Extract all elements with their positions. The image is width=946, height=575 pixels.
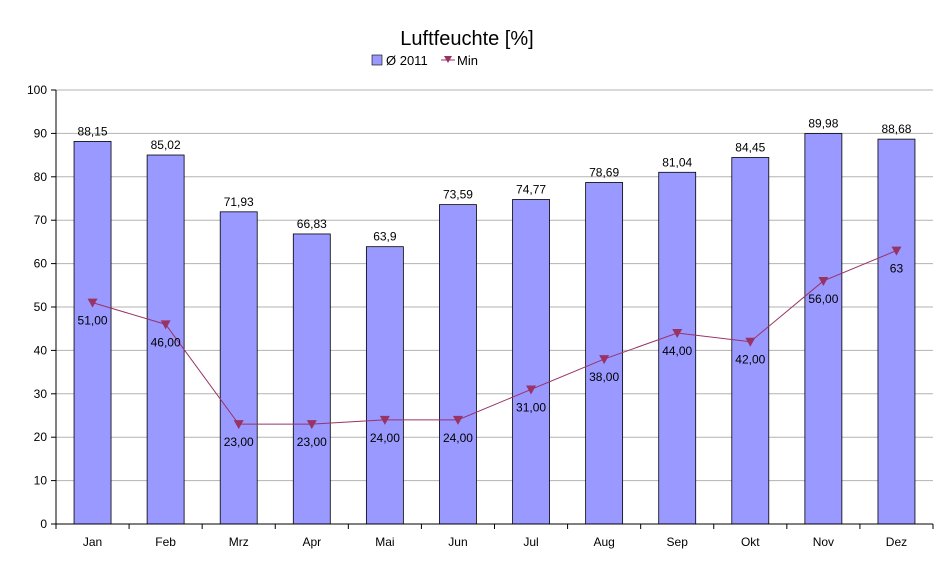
min-data-label: 46,00	[151, 335, 181, 349]
min-data-label: 38,00	[589, 370, 619, 384]
x-tick-label: Dez	[886, 535, 907, 549]
y-tick-label: 40	[34, 343, 48, 357]
bar-data-label: 63,9	[373, 230, 397, 244]
bar	[365, 246, 404, 525]
bar-data-label: 85,02	[151, 138, 181, 152]
chart-title: Luftfeuchte [%]	[400, 28, 533, 50]
min-data-label: 23,00	[297, 435, 327, 449]
min-data-label: 56,00	[808, 292, 838, 306]
min-point	[745, 337, 756, 347]
bar	[658, 171, 697, 525]
legend-label-bars: Ø 2011	[386, 53, 428, 68]
bar-data-label: 88,68	[881, 122, 911, 136]
min-point	[233, 420, 244, 430]
bar-data-label: 89,98	[808, 116, 838, 130]
bar-data-label: 78,69	[589, 165, 619, 179]
x-tick-label: Nov	[813, 535, 834, 549]
legend: Ø 2011 Min	[371, 53, 478, 68]
x-tick-label: Mai	[375, 535, 394, 549]
min-point	[87, 298, 98, 308]
bar	[439, 204, 477, 525]
bar-data-label: 73,59	[443, 188, 473, 202]
x-tick-label: Jun	[448, 535, 467, 549]
bar	[219, 211, 258, 525]
x-tick-label: Jan	[83, 535, 102, 549]
min-point	[306, 420, 317, 430]
x-tick-label: Apr	[302, 535, 321, 549]
min-point	[526, 385, 537, 395]
x-tick-label: Okt	[741, 535, 760, 549]
min-data-label: 44,00	[662, 344, 692, 358]
y-tick-label: 20	[34, 430, 48, 444]
y-tick-label: 70	[34, 213, 48, 227]
legend-label-min: Min	[457, 53, 478, 68]
y-tick-label: 100	[27, 83, 47, 97]
bar-series	[73, 133, 916, 525]
min-point	[891, 246, 902, 256]
data-labels: 88,15 85,02 71,93 66,83 63,9 73,59 74,77 78,69 8…	[78, 116, 912, 449]
min-series	[87, 246, 902, 430]
bar-data-label: 74,77	[516, 182, 546, 196]
min-line	[92, 250, 897, 425]
y-tick-label: 90	[34, 126, 48, 140]
bar-data-label: 71,93	[224, 195, 254, 209]
x-tick-label: Aug	[593, 535, 614, 549]
x-tick-label: Sep	[667, 535, 689, 549]
min-data-label: 51,00	[78, 314, 108, 328]
y-tick-label: 30	[34, 387, 48, 401]
min-point	[599, 355, 610, 365]
bar	[877, 138, 916, 525]
min-point	[452, 415, 463, 425]
bar	[73, 141, 112, 525]
bar	[292, 233, 331, 525]
y-tick-label: 80	[34, 170, 48, 184]
y-tick-label: 50	[34, 300, 48, 314]
bar-data-label: 66,83	[297, 217, 327, 231]
axes: 0 10 20 30 40 50 60 70 80 90 100 Jan Feb Mrz Apr Mai Jun…	[27, 83, 934, 549]
y-tick-label: 60	[34, 257, 48, 271]
bar-data-label: 84,45	[735, 140, 765, 154]
x-tick-label: Mrz	[229, 535, 249, 549]
min-data-label: 24,00	[443, 431, 473, 445]
bar	[146, 154, 185, 525]
y-tick-label: 0	[40, 517, 47, 531]
y-tick-label: 10	[34, 474, 48, 488]
bar-data-label: 88,15	[78, 124, 108, 138]
min-data-label: 63	[890, 262, 904, 276]
bar	[804, 133, 843, 525]
bar-data-label: 81,04	[662, 155, 692, 169]
min-point	[160, 320, 171, 330]
min-point	[672, 329, 683, 339]
x-tick-label: Jul	[523, 535, 538, 549]
gridlines	[56, 89, 933, 482]
bar	[585, 182, 624, 525]
min-data-label: 42,00	[735, 353, 765, 367]
min-data-label: 24,00	[370, 431, 400, 445]
min-point	[818, 276, 829, 286]
bar	[512, 199, 550, 525]
legend-swatch-bars	[371, 54, 383, 66]
legend-marker-min	[444, 56, 452, 63]
min-point	[379, 415, 390, 425]
x-tick-label: Feb	[155, 535, 176, 549]
min-data-label: 31,00	[516, 400, 546, 414]
min-data-label: 23,00	[224, 435, 254, 449]
